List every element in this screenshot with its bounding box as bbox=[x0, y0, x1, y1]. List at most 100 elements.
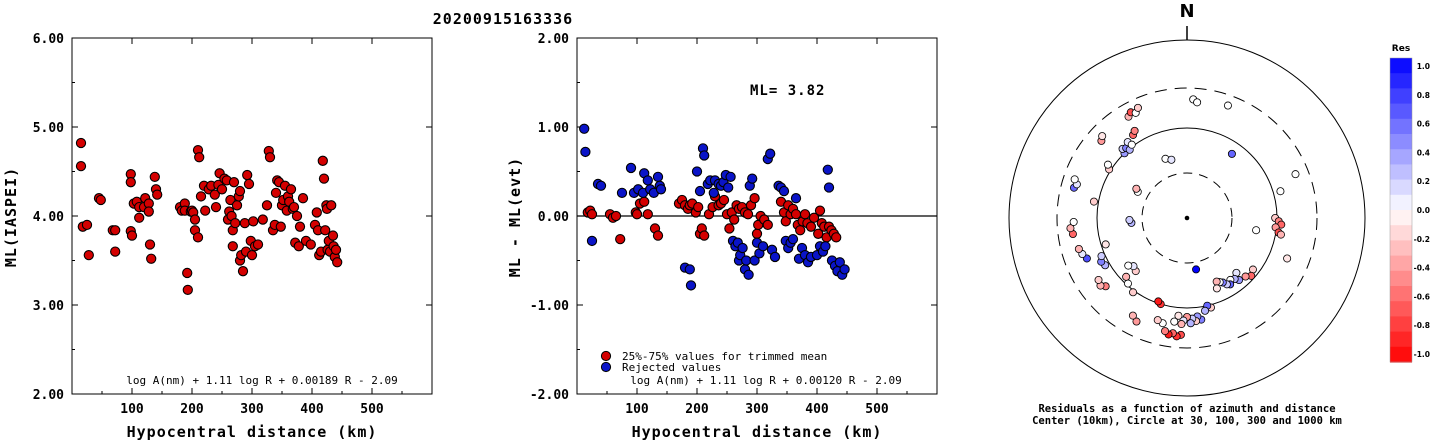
accepted-station-point bbox=[652, 230, 664, 241]
accepted-station-point bbox=[189, 214, 201, 225]
colorbar-tick-label: 0.0 bbox=[1417, 206, 1430, 215]
colorbar-tick-label: -0.2 bbox=[1414, 235, 1430, 244]
station-residual-marker bbox=[1129, 288, 1138, 297]
y-tick-label: 2.00 bbox=[538, 32, 569, 47]
residual-distance-ylabel: ML - ML(evt) bbox=[506, 157, 524, 277]
accepted-station-point bbox=[182, 267, 193, 279]
accepted-station-point bbox=[246, 250, 258, 261]
station-residual-marker bbox=[1122, 272, 1131, 281]
accepted-station-point bbox=[724, 223, 735, 234]
station-residual-marker bbox=[1089, 197, 1098, 206]
x-tick-label: 200 bbox=[180, 402, 204, 417]
rejected-station-point bbox=[580, 146, 591, 158]
accepted-station-point bbox=[270, 187, 282, 199]
rejected-station-point bbox=[737, 242, 748, 254]
y-tick-label: 3.00 bbox=[33, 299, 64, 314]
accepted-station-point bbox=[152, 189, 163, 200]
colorbar-swatches bbox=[1389, 57, 1413, 363]
rejected-station-point bbox=[616, 187, 628, 199]
rejected-station-point bbox=[765, 148, 776, 159]
y-tick-label: -1.00 bbox=[530, 299, 569, 314]
accepted-station-point bbox=[125, 177, 136, 188]
accepted-station-point bbox=[326, 200, 337, 211]
accepted-station-point bbox=[192, 232, 204, 243]
station-residual-marker bbox=[1123, 279, 1132, 288]
azimuth-caption-1: Residuals as a function of azimuth and d… bbox=[1038, 403, 1335, 415]
y-tick-label: 1.00 bbox=[538, 121, 569, 136]
colorbar-swatch bbox=[1390, 240, 1412, 257]
accepted-station-point bbox=[291, 210, 303, 222]
accepted-station-point bbox=[317, 155, 328, 166]
rejected-station-point bbox=[820, 241, 831, 252]
colorbar-swatch bbox=[1390, 73, 1412, 89]
legend-rejected-marker bbox=[600, 361, 612, 373]
colorbar-border bbox=[1389, 57, 1413, 363]
residual-colorbar: Res 1.0 0.8 0.6 0.4 0.2 0.0 -0.2 -0.4 -0.6 -0.8 -1… bbox=[1389, 44, 1430, 363]
colorbar-swatch bbox=[1390, 346, 1412, 363]
ml-distance-plot-frame bbox=[71, 37, 433, 395]
accepted-station-point bbox=[237, 266, 249, 277]
accepted-station-point bbox=[799, 209, 811, 220]
accepted-station-point bbox=[231, 200, 243, 211]
x-tick-label: 100 bbox=[625, 402, 649, 417]
colorbar-swatch bbox=[1390, 316, 1412, 333]
epicenter-marker bbox=[1184, 215, 1190, 221]
colorbar-tick-label: -0.8 bbox=[1414, 321, 1430, 330]
accepted-station-point bbox=[699, 230, 710, 241]
accepted-station-point bbox=[248, 216, 259, 227]
station-residual-marker bbox=[1192, 265, 1201, 274]
rejected-station-point bbox=[708, 187, 719, 199]
accepted-station-point bbox=[814, 205, 826, 216]
colorbar-swatch bbox=[1390, 164, 1412, 181]
accepted-station-point bbox=[110, 246, 121, 257]
station-residual-marker bbox=[1241, 272, 1250, 281]
colorbar-swatch bbox=[1390, 149, 1412, 165]
y-tick-label: 4.00 bbox=[33, 210, 64, 225]
ml-distance-points bbox=[75, 137, 343, 296]
station-residual-marker bbox=[1177, 320, 1186, 329]
colorbar-swatch bbox=[1390, 301, 1412, 317]
rejected-station-point bbox=[823, 182, 835, 193]
y-tick-label: 5.00 bbox=[33, 121, 64, 136]
azimuth-map-panel: N Residuals as a function of azimuth and… bbox=[1008, 1, 1366, 427]
residual-distance-panel: 100 200 300 400 500 -2.00 -1.00 0.00 1.00 2.00 ML… bbox=[506, 32, 938, 441]
colorbar-tick-label: 0.4 bbox=[1417, 148, 1430, 157]
legend-rejected-label: Rejected values bbox=[622, 361, 721, 374]
accepted-station-point bbox=[234, 185, 246, 197]
station-residual-marker bbox=[1098, 132, 1107, 141]
ml-distance-xlabel: Hypocentral distance (km) bbox=[127, 423, 378, 441]
station-residual-marker bbox=[1069, 217, 1078, 226]
ml-distance-ticks: 100 200 300 400 500 2.00 3.00 4.00 5.00 6.00 bbox=[33, 32, 432, 417]
accepted-station-point bbox=[813, 228, 824, 239]
station-residual-marker bbox=[1167, 155, 1176, 164]
colorbar-swatch bbox=[1390, 88, 1412, 105]
rejected-station-point bbox=[743, 269, 754, 280]
accepted-station-point bbox=[275, 221, 286, 232]
accepted-station-point bbox=[225, 194, 236, 206]
rejected-station-point bbox=[595, 180, 607, 191]
rejected-station-point bbox=[723, 182, 734, 193]
figure-title: 20200915163336 bbox=[433, 10, 573, 28]
rejected-station-point bbox=[685, 280, 697, 291]
rejected-station-point bbox=[579, 123, 590, 134]
accepted-station-point bbox=[693, 201, 704, 213]
y-tick-label: 2.00 bbox=[33, 388, 64, 403]
y-tick-label: 0.00 bbox=[538, 210, 569, 225]
station-residual-marker bbox=[1097, 252, 1106, 261]
station-residual-marker bbox=[1161, 327, 1170, 336]
legend-accepted-label: 25%-75% values for trimmed mean bbox=[622, 350, 827, 363]
rejected-station-point bbox=[625, 162, 637, 174]
station-residual-marker bbox=[1124, 261, 1133, 270]
rejected-station-point bbox=[691, 166, 703, 177]
rejected-station-point bbox=[749, 255, 760, 266]
accepted-station-point bbox=[243, 178, 255, 190]
x-tick-label: 500 bbox=[360, 402, 384, 417]
colorbar-ticks: 1.0 0.8 0.6 0.4 0.2 0.0 -0.2 -0.4 -0.6 -0.8 -1.0 bbox=[1414, 62, 1430, 359]
rejected-station-point bbox=[642, 175, 653, 186]
station-residual-marker bbox=[1276, 230, 1285, 239]
accepted-station-point bbox=[149, 171, 160, 182]
colorbar-swatch bbox=[1390, 255, 1412, 272]
accepted-station-point bbox=[790, 209, 802, 220]
rejected-station-point bbox=[655, 184, 667, 195]
station-residual-marker bbox=[1154, 297, 1163, 306]
